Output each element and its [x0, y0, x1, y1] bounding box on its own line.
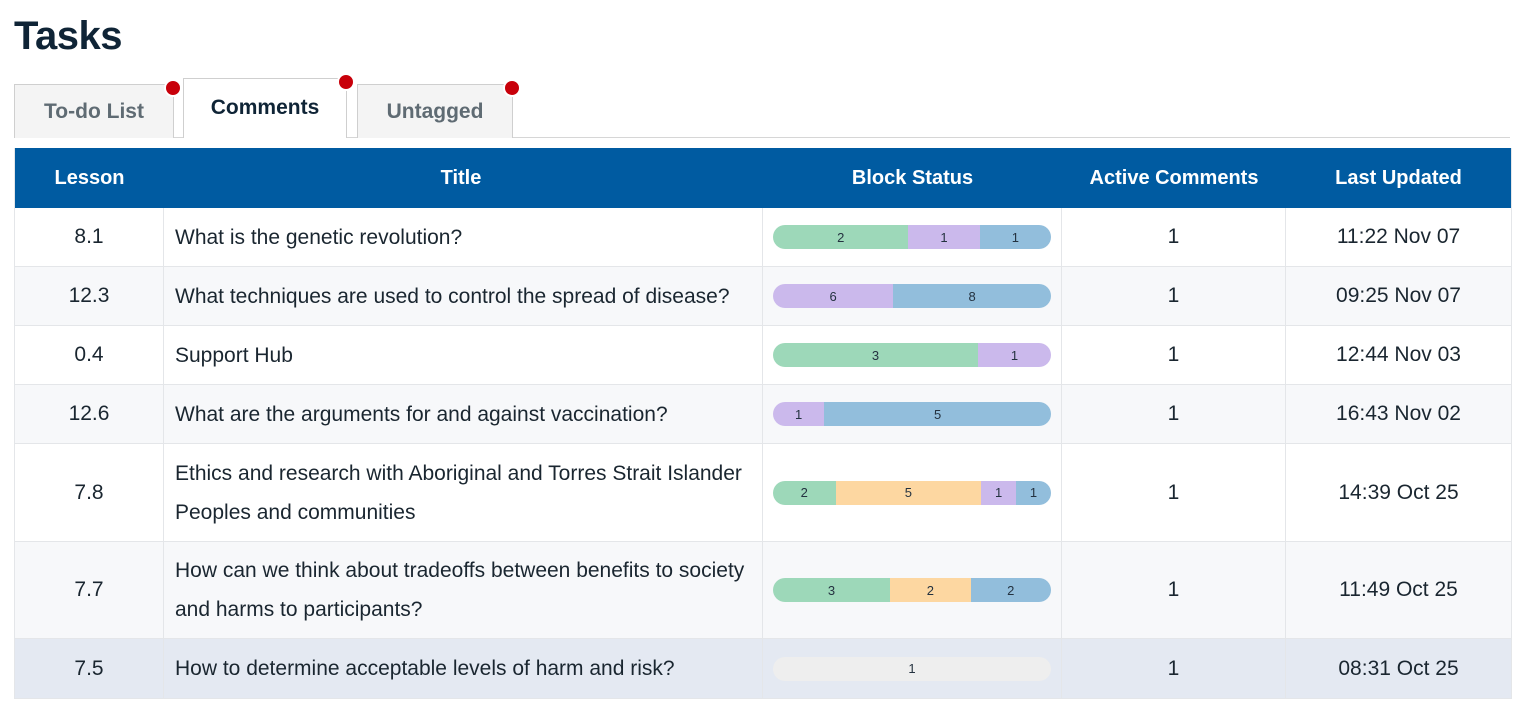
lesson-cell: 12.6	[15, 385, 164, 443]
last-updated-cell: 11:22 Nov 07	[1336, 225, 1461, 248]
block-status-segment: 6	[773, 284, 894, 308]
active-comments-cell: 1	[1062, 326, 1286, 384]
block-status-segment: 8	[893, 284, 1051, 308]
tab-todo-list[interactable]: To-do List	[14, 79, 182, 138]
column-header-last-updated[interactable]: Last Updated	[1335, 166, 1462, 189]
block-status-segment: 1	[977, 343, 1051, 367]
block-status-segment: 1	[1016, 480, 1051, 505]
block-status-segment: 5	[835, 480, 982, 505]
block-status-cell: 1	[763, 639, 1062, 698]
title-cell[interactable]: What techniques are used to control the …	[164, 267, 763, 325]
last-updated-cell: 09:25 Nov 07	[1336, 284, 1461, 307]
block-status-segment: 2	[773, 225, 909, 249]
block-status-segment: 2	[773, 480, 836, 505]
tab-divider	[14, 137, 1510, 138]
tab-label: Untagged	[386, 99, 484, 123]
last-updated-cell: 11:49 Oct 25	[1339, 578, 1458, 601]
block-status-segment: 1	[773, 656, 1051, 681]
last-updated-cell: 08:31 Oct 25	[1338, 656, 1459, 680]
lesson-cell: 7.8	[15, 444, 164, 541]
block-status-segment: 1	[979, 225, 1051, 249]
lesson-cell: 7.5	[15, 639, 164, 698]
table-row[interactable]: 8.1 What is the genetic revolution? 2 1 1 1 11…	[15, 208, 1511, 267]
table-body: 8.1 What is the genetic revolution? 2 1 1 1 11…	[15, 208, 1511, 699]
last-updated-cell: 14:39 Oct 25	[1338, 480, 1459, 504]
lesson-cell: 0.4	[15, 326, 164, 384]
tab-comments[interactable]: Comments	[183, 73, 355, 138]
block-status-segment: 3	[773, 578, 891, 602]
column-header-block-status[interactable]: Block Status	[851, 166, 974, 189]
title-cell[interactable]: Support Hub	[164, 326, 763, 384]
active-comments-cell: 1	[1062, 639, 1286, 698]
block-status-segment: 1	[981, 480, 1017, 505]
table-row[interactable]: 12.6 What are the arguments for and again…	[15, 385, 1511, 444]
title-cell[interactable]: What is the genetic revolution?	[164, 208, 763, 266]
tab-untagged[interactable]: Untagged	[357, 79, 521, 138]
table-row[interactable]: 0.4 Support Hub 3 1 1 12:44 Nov 03	[15, 326, 1511, 385]
block-status-segment: 2	[890, 578, 971, 602]
table-row[interactable]: 12.3 What techniques are used to control …	[15, 267, 1511, 326]
title-cell[interactable]: What are the arguments for and against v…	[164, 385, 763, 443]
last-updated-cell: 12:44 Nov 03	[1336, 343, 1461, 366]
column-header-title[interactable]: Title	[440, 166, 482, 189]
title-cell[interactable]: How to determine acceptable levels of ha…	[164, 639, 763, 698]
tab-label: To-do List	[44, 99, 144, 123]
tab-label: Comments	[210, 95, 320, 119]
title-cell[interactable]: How can we think about tradeoffs between…	[164, 542, 763, 638]
table-row[interactable]: 7.7 How can we think about tradeoffs betw…	[15, 542, 1511, 639]
block-status-segment: 1	[773, 402, 825, 426]
last-updated-cell: 16:43 Nov 02	[1336, 402, 1461, 425]
lesson-cell: 12.3	[15, 267, 164, 325]
lesson-cell: 8.1	[15, 208, 164, 266]
block-status-bar: 1	[773, 656, 1051, 681]
table-row[interactable]: 7.8 Ethics and research with Aboriginal a…	[15, 444, 1511, 542]
block-status-segment: 2	[970, 578, 1051, 602]
active-comments-cell: 1	[1062, 208, 1286, 266]
table-header: Lesson Title Block Status Active Comment…	[15, 148, 1511, 208]
page-title: Tasks	[14, 14, 122, 58]
column-header-active-comments[interactable]: Active Comments	[1089, 166, 1259, 189]
notification-dot-icon	[164, 79, 182, 97]
tab-bar: To-do List Comments Untagged	[14, 73, 1510, 138]
active-comments-cell: 1	[1062, 444, 1286, 541]
active-comments-cell: 1	[1062, 542, 1286, 638]
tasks-table: Lesson Title Block Status Active Comment…	[14, 148, 1512, 699]
block-status-segment: 5	[824, 402, 1051, 426]
lesson-cell: 7.7	[15, 542, 164, 638]
notification-dot-icon	[337, 73, 355, 91]
notification-dot-icon	[503, 79, 521, 97]
table-row[interactable]: 7.5 How to determine acceptable levels of…	[15, 639, 1511, 699]
active-comments-cell: 1	[1062, 385, 1286, 443]
block-status-segment: 3	[773, 343, 978, 367]
title-cell[interactable]: Ethics and research with Aboriginal and …	[164, 444, 763, 541]
block-status-segment: 1	[908, 225, 980, 249]
column-header-lesson[interactable]: Lesson	[54, 166, 125, 189]
active-comments-cell: 1	[1062, 267, 1286, 325]
